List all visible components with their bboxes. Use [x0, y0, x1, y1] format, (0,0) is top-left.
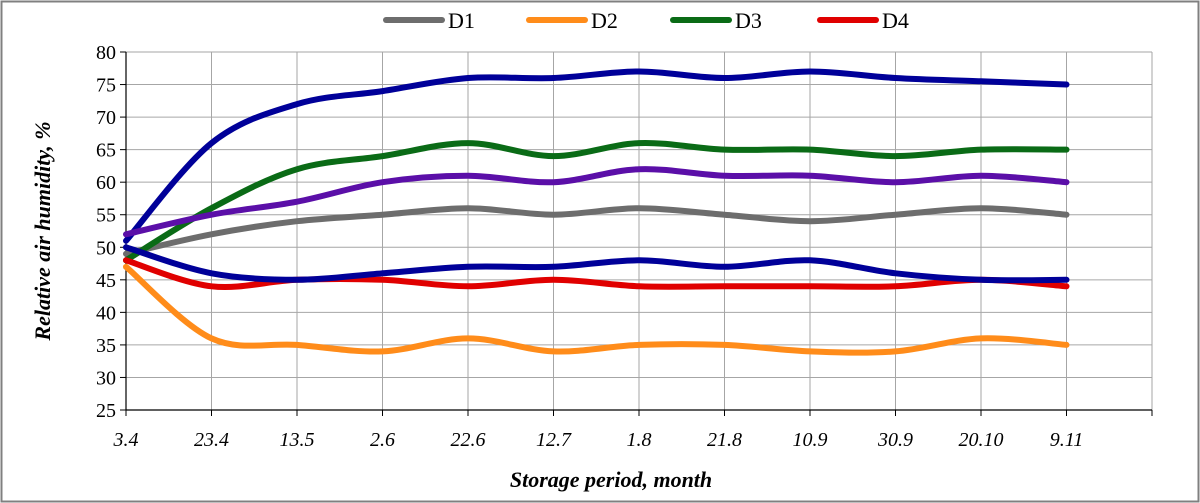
legend-label: D2 [591, 8, 618, 33]
y-tick-label: 25 [96, 400, 116, 422]
series-line-1 [123, 205, 1070, 257]
x-tick-label: 23.4 [194, 429, 229, 451]
y-tick-label: 55 [96, 205, 116, 227]
series-line-5 [123, 68, 1070, 244]
series-line-6 [123, 166, 1070, 238]
x-tick-label: 10.9 [793, 429, 828, 451]
y-tick-label: 75 [96, 75, 116, 97]
x-tick-label: 13.5 [280, 429, 315, 451]
x-tick-label: 1.8 [627, 429, 652, 451]
y-tick-label: 65 [96, 140, 116, 162]
x-tick-label: 20.10 [959, 429, 1004, 451]
x-tick-label: 30.9 [877, 429, 913, 451]
x-tick-label: 3.4 [113, 429, 139, 451]
y-tick-label: 70 [96, 107, 116, 129]
y-tick-label: 80 [96, 42, 116, 64]
x-tick-label: 12.7 [536, 429, 572, 451]
x-tick-label: 2.6 [370, 429, 395, 451]
x-tick-label: 21.8 [707, 429, 742, 451]
y-tick-label: 60 [96, 172, 116, 194]
series-line-7 [123, 244, 1070, 284]
series-line-2 [123, 263, 1070, 356]
y-tick-label: 45 [96, 270, 116, 292]
y-tick-label: 30 [96, 367, 116, 389]
legend-label: D4 [882, 8, 909, 33]
x-tick-label: 9.11 [1050, 429, 1084, 451]
y-tick-label: 40 [96, 302, 116, 324]
y-tick-label: 50 [96, 237, 116, 259]
series-line-3 [123, 139, 1070, 264]
y-tick-label: 35 [96, 335, 116, 357]
y-axis-title: Relative air humidity, % [30, 121, 55, 341]
x-tick-label: 22.6 [451, 429, 486, 451]
legend-label: D1 [448, 8, 475, 33]
x-axis-title: Storage period, month [510, 467, 712, 492]
legend-label: D3 [735, 8, 762, 33]
